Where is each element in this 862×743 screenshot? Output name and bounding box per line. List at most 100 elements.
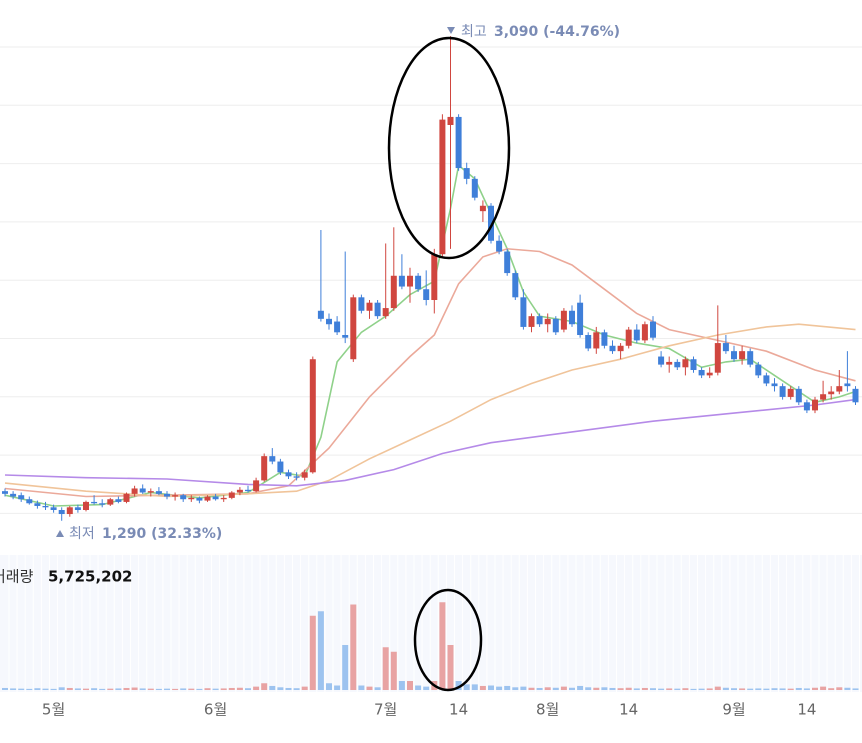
moving-average (4, 247, 856, 498)
candle-body (212, 496, 219, 500)
volume-bar (601, 687, 608, 690)
volume-bar (714, 686, 721, 690)
candle-body (99, 503, 106, 505)
candle-body (795, 388, 802, 403)
volume-bar (83, 688, 89, 690)
candle-body (520, 297, 527, 327)
candle-body (155, 491, 162, 494)
candle-body (115, 499, 122, 502)
candle-body (301, 472, 308, 478)
volume-bar (771, 688, 778, 690)
candle-body (398, 275, 405, 287)
volume-bar (58, 687, 65, 690)
volume-bar (463, 684, 470, 690)
volume-bar (74, 688, 81, 690)
candle-body (285, 472, 292, 477)
volume-bar (415, 685, 422, 690)
candle-body (317, 310, 324, 319)
volume-bar (852, 688, 859, 690)
volume-bar (236, 687, 243, 690)
volume-bar (520, 686, 527, 690)
volume-bar (220, 688, 227, 690)
volume-bar (261, 683, 268, 690)
volume-bar (560, 686, 567, 690)
candle-body (674, 361, 681, 368)
volume-bar (398, 681, 405, 690)
candle-body (682, 359, 689, 368)
volume-bar (2, 687, 8, 690)
volume-bar (317, 611, 324, 690)
price-grid (0, 46, 862, 514)
candle-body (504, 251, 511, 274)
volume-bar (172, 688, 179, 690)
volume-bar (34, 688, 41, 690)
candle-body (358, 297, 365, 311)
volume-bar (407, 681, 413, 690)
volume-bar (123, 687, 130, 690)
volume-bar (496, 686, 503, 690)
x-tick-label: 7월 (374, 701, 397, 719)
candle-body (617, 345, 624, 352)
volume-value: 5,725,202 (48, 568, 132, 586)
highlight-ellipse (387, 36, 511, 260)
candle-body (536, 316, 543, 325)
volume-bar (763, 688, 770, 690)
volume-bar (779, 688, 786, 690)
candle-body (293, 476, 300, 478)
candle-body (658, 356, 665, 365)
candle-body (334, 321, 341, 333)
volume-bar (820, 686, 827, 690)
candle-body (326, 318, 332, 325)
candle-body (204, 496, 211, 501)
volume-bar (739, 688, 746, 690)
volume-bar (747, 688, 754, 690)
candle-body (828, 391, 835, 395)
min-value: 1,290 (32.33%) (102, 526, 222, 542)
volume-panel (0, 555, 862, 692)
volume-bar (706, 688, 713, 690)
candle-body (479, 205, 486, 212)
candle-body (423, 289, 430, 300)
volume-bar (536, 687, 543, 690)
volume-bar (204, 688, 211, 690)
candle-body (528, 316, 535, 327)
candle-body (107, 499, 114, 505)
volume-bar (552, 687, 559, 690)
candle-body (91, 501, 98, 504)
max-value: 3,090 (-44.76%) (494, 24, 620, 40)
candle-body (220, 497, 227, 500)
candle-body (820, 394, 827, 400)
volume-bar (131, 687, 138, 690)
candle-body (722, 343, 729, 352)
volume-bar (107, 688, 114, 690)
volume-bar (309, 615, 316, 690)
candle-body (488, 205, 494, 241)
candle-body (26, 499, 33, 504)
volume-bar (269, 685, 276, 690)
volume-stripes (8, 555, 860, 692)
volume-bar (390, 651, 397, 690)
volume-bar (844, 687, 851, 690)
volume-bar (42, 688, 49, 690)
volume-bar (569, 687, 575, 690)
volume-bar (439, 602, 446, 690)
volume-bar (212, 688, 219, 690)
candle-body (650, 321, 656, 338)
volume-bar (625, 687, 632, 690)
volume-bar (228, 687, 235, 690)
volume-bar (350, 604, 357, 690)
candle-body (309, 359, 316, 473)
max-label: 최고 (461, 24, 487, 40)
candle-body (836, 386, 843, 392)
volume-bar (666, 688, 673, 690)
candle-body (771, 383, 778, 387)
candle-body (42, 505, 49, 508)
candle-body (407, 275, 413, 287)
volume-bar (674, 688, 681, 690)
candle-body (74, 507, 81, 510)
plot (2, 36, 859, 690)
candle-body (690, 359, 697, 370)
candle-body (366, 302, 373, 311)
volume-bar (293, 688, 300, 690)
